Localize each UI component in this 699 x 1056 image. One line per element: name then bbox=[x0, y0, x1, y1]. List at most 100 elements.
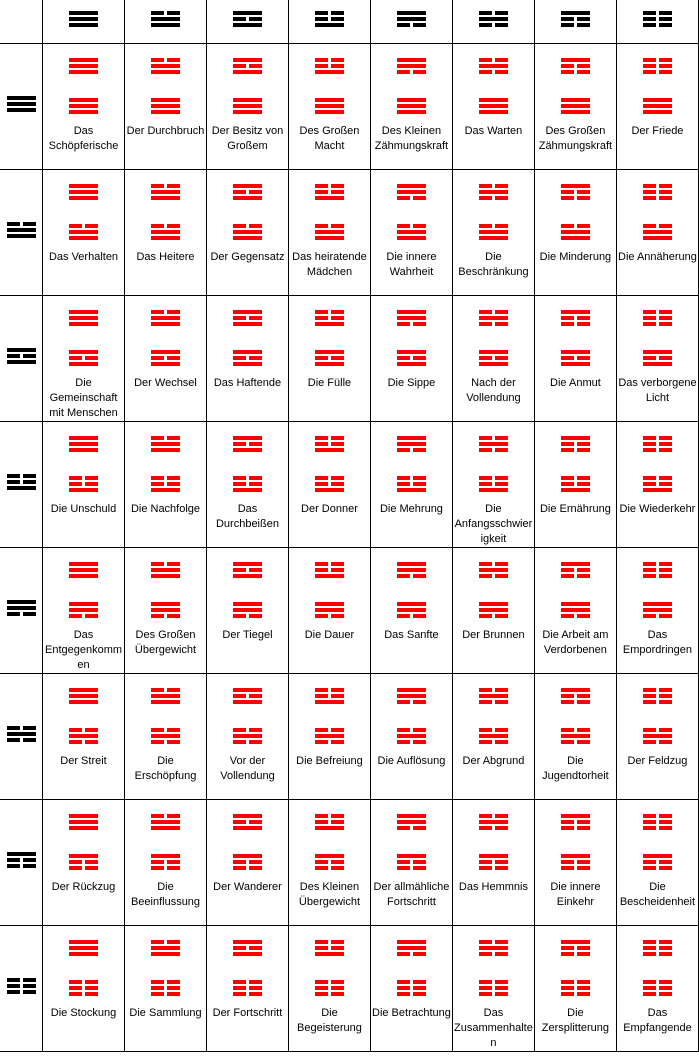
hexagram-name: Die Beeinflussung bbox=[130, 881, 201, 908]
line-segment bbox=[330, 436, 344, 440]
line-segment bbox=[396, 728, 410, 732]
trigram-kan-icon bbox=[642, 728, 672, 744]
line-segment bbox=[314, 728, 328, 732]
hexagram-name: Das Entgegenkommen bbox=[44, 629, 123, 671]
trigram-zhen-icon bbox=[478, 476, 508, 492]
line-segment bbox=[396, 980, 410, 984]
line-segment bbox=[560, 854, 590, 858]
trigram-gen-icon bbox=[560, 814, 590, 830]
broken-line bbox=[642, 356, 672, 360]
line-segment bbox=[248, 992, 262, 996]
broken-line bbox=[396, 448, 426, 452]
solid-line bbox=[232, 70, 262, 74]
trigram-kun-icon bbox=[642, 562, 672, 578]
hexagram-name: Das Verhalten bbox=[48, 251, 119, 263]
hexagram-name: Der Feldzug bbox=[627, 755, 688, 767]
line-segment bbox=[232, 740, 246, 744]
hexagram-cell: Der Abgrund bbox=[451, 673, 535, 800]
broken-line bbox=[150, 224, 180, 228]
line-segment bbox=[642, 11, 656, 15]
solid-line bbox=[150, 952, 180, 956]
line-segment bbox=[314, 230, 344, 234]
broken-line bbox=[560, 980, 590, 984]
line-segment bbox=[166, 11, 180, 15]
solid-line bbox=[150, 448, 180, 452]
broken-line bbox=[560, 356, 590, 360]
line-segment bbox=[150, 940, 164, 944]
broken-line bbox=[642, 482, 672, 486]
trigram-dui-icon bbox=[150, 224, 180, 240]
solid-line bbox=[232, 608, 262, 612]
line-segment bbox=[642, 64, 656, 68]
line-segment bbox=[642, 230, 672, 234]
solid-line bbox=[69, 322, 98, 326]
hexagram-cell: Der allmähliche Fortschritt bbox=[369, 799, 453, 926]
hexagram-name: Der Wanderer bbox=[213, 881, 282, 893]
solid-line bbox=[150, 17, 180, 21]
solid-line bbox=[396, 316, 426, 320]
lower-trigram bbox=[207, 476, 288, 497]
row-header-gen bbox=[0, 799, 44, 926]
line-segment bbox=[150, 820, 180, 824]
broken-line bbox=[314, 866, 344, 870]
hexagram: Die Gemeinschaft mit Menschen bbox=[43, 296, 124, 421]
line-segment bbox=[6, 480, 20, 484]
hexagram-name: Der Donner bbox=[301, 503, 358, 515]
broken-line bbox=[560, 316, 590, 320]
trigram-zhen-icon bbox=[314, 58, 344, 74]
hexagram: Des Großen Macht bbox=[289, 44, 370, 169]
row-header-kun bbox=[0, 925, 44, 1052]
lower-trigram bbox=[453, 350, 534, 371]
line-segment bbox=[150, 58, 164, 62]
line-segment bbox=[69, 992, 82, 996]
lower-trigram bbox=[453, 98, 534, 119]
broken-line bbox=[314, 184, 344, 188]
line-segment bbox=[248, 946, 262, 950]
broken-line bbox=[314, 688, 344, 692]
line-segment bbox=[658, 58, 672, 62]
line-segment bbox=[560, 310, 590, 314]
upper-trigram bbox=[617, 814, 698, 835]
hexagram-cell: Die Zersplitterung bbox=[533, 925, 617, 1052]
broken-line bbox=[150, 310, 180, 314]
line-segment bbox=[412, 574, 426, 578]
trigram-zhen-icon bbox=[314, 940, 344, 956]
broken-line bbox=[478, 184, 508, 188]
line-segment bbox=[150, 946, 180, 950]
line-segment bbox=[576, 17, 590, 21]
line-segment bbox=[560, 350, 590, 354]
line-segment bbox=[658, 688, 672, 692]
solid-line bbox=[642, 854, 672, 858]
line-segment bbox=[478, 17, 508, 21]
broken-line bbox=[478, 476, 508, 480]
trigram-xun-icon bbox=[642, 602, 672, 618]
lower-trigram bbox=[535, 602, 616, 623]
trigram-dui-icon bbox=[150, 688, 180, 704]
broken-line bbox=[642, 614, 672, 618]
solid-line bbox=[150, 946, 180, 950]
line-segment bbox=[314, 196, 344, 200]
line-segment bbox=[6, 108, 36, 112]
line-segment bbox=[478, 814, 492, 818]
hexagram-name: Der Brunnen bbox=[462, 629, 525, 641]
trigram-zhen-icon bbox=[314, 814, 344, 830]
line-segment bbox=[248, 190, 262, 194]
broken-line bbox=[478, 58, 508, 62]
lower-trigram bbox=[535, 854, 616, 875]
hexagram: Das Zusammenhalten bbox=[453, 926, 534, 1051]
line-segment bbox=[658, 568, 672, 572]
line-segment bbox=[314, 952, 344, 956]
solid-line bbox=[69, 11, 98, 15]
broken-line bbox=[69, 224, 98, 228]
line-segment bbox=[22, 474, 36, 478]
broken-line bbox=[396, 224, 426, 228]
line-segment bbox=[150, 70, 180, 74]
upper-trigram bbox=[289, 814, 370, 835]
solid-line bbox=[396, 688, 426, 692]
line-segment bbox=[396, 322, 410, 326]
line-segment bbox=[560, 488, 590, 492]
solid-line bbox=[232, 322, 262, 326]
line-segment bbox=[396, 236, 426, 240]
line-segment bbox=[642, 986, 656, 990]
line-segment bbox=[396, 17, 426, 21]
